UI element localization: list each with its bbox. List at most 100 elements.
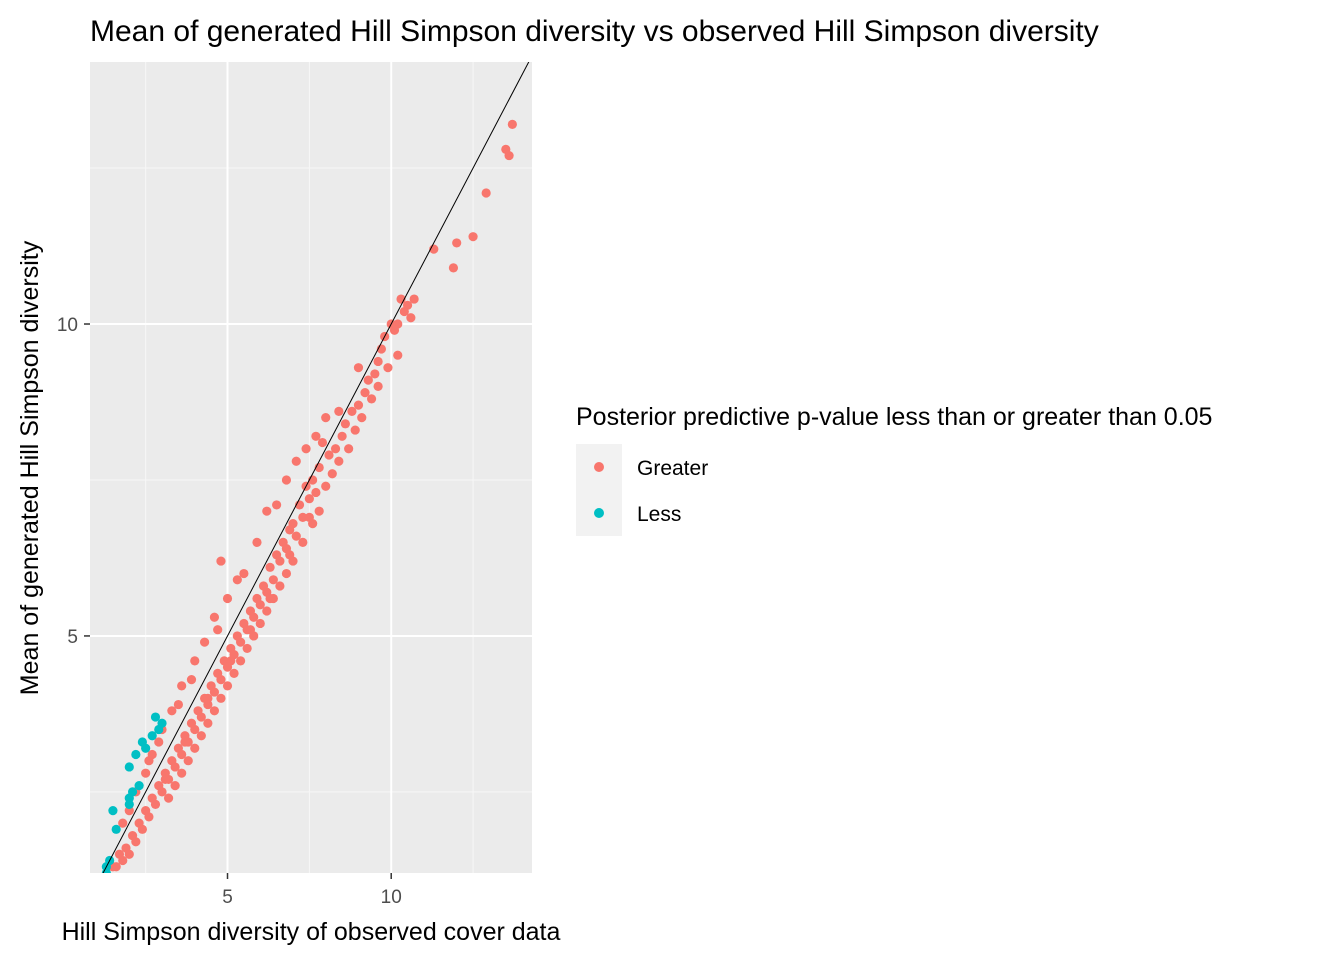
data-point-greater xyxy=(213,625,223,635)
data-point-greater xyxy=(167,706,177,716)
data-point-greater xyxy=(180,737,190,747)
data-point-greater xyxy=(353,400,364,410)
data-point-greater xyxy=(173,699,183,710)
data-point-greater xyxy=(177,681,187,691)
data-point-greater xyxy=(301,444,311,454)
data-point-greater xyxy=(366,394,377,404)
data-point-greater xyxy=(265,593,275,604)
data-point-greater xyxy=(344,444,354,454)
data-point-greater xyxy=(353,363,364,373)
data-point-greater xyxy=(118,855,128,866)
data-point-greater xyxy=(383,363,393,373)
data-point-greater xyxy=(406,313,416,323)
legend: Posterior predictive p-value less than o… xyxy=(576,403,1212,536)
data-point-greater xyxy=(239,568,249,579)
data-point-greater xyxy=(265,562,275,572)
data-point-greater xyxy=(507,119,517,129)
data-point-greater xyxy=(222,593,233,604)
data-point-greater xyxy=(334,456,344,466)
data-point-greater xyxy=(304,512,314,523)
data-point-greater xyxy=(255,600,265,610)
data-point-greater xyxy=(452,238,462,248)
data-point-greater xyxy=(141,768,151,778)
data-point-greater xyxy=(324,450,334,460)
data-point-greater xyxy=(236,656,246,666)
data-point-greater xyxy=(262,506,272,516)
data-point-greater xyxy=(304,494,314,504)
data-point-less xyxy=(157,718,167,728)
data-point-greater xyxy=(317,437,328,448)
data-point-greater xyxy=(373,356,383,367)
data-point-greater xyxy=(163,793,174,803)
data-point-greater xyxy=(262,606,272,616)
data-point-greater xyxy=(203,718,213,728)
data-point-greater xyxy=(150,799,161,809)
data-point-greater xyxy=(334,406,344,416)
data-point-greater xyxy=(337,431,347,441)
data-point-greater xyxy=(298,512,308,523)
data-point-greater xyxy=(370,369,380,379)
data-point-greater xyxy=(321,412,331,423)
data-point-greater xyxy=(216,693,226,703)
data-point-greater xyxy=(357,412,367,423)
series-greater xyxy=(108,119,517,872)
data-point-greater xyxy=(504,150,514,161)
data-point-greater xyxy=(199,637,210,647)
data-point-greater xyxy=(330,444,341,454)
data-point-greater xyxy=(481,188,491,198)
data-point-greater xyxy=(291,531,301,541)
data-point-greater xyxy=(298,537,308,547)
data-point-greater xyxy=(275,556,285,566)
data-point-greater xyxy=(229,668,239,678)
y-tick-label: 5 xyxy=(67,627,78,648)
data-point-greater xyxy=(347,406,357,416)
chart-title: Mean of generated Hill Simpson diversity… xyxy=(90,15,1099,48)
data-point-greater xyxy=(222,681,233,691)
data-point-less xyxy=(127,787,138,797)
data-point-less xyxy=(150,712,161,722)
data-point-greater xyxy=(321,481,331,491)
data-point-greater xyxy=(209,612,220,622)
data-point-greater xyxy=(373,381,383,391)
data-point-greater xyxy=(236,637,246,647)
data-point-greater xyxy=(124,849,134,859)
legend-marker-greater xyxy=(594,462,604,472)
major-gridlines xyxy=(90,62,532,873)
legend-marker-less xyxy=(594,508,604,518)
data-point-greater xyxy=(226,656,236,666)
data-point-less xyxy=(147,731,157,741)
data-point-greater xyxy=(311,431,321,441)
data-point-greater xyxy=(291,456,301,466)
data-point-greater xyxy=(183,756,193,766)
data-point-greater xyxy=(160,774,170,785)
data-point-greater xyxy=(268,575,278,585)
data-point-less xyxy=(131,749,141,760)
data-point-greater xyxy=(327,469,337,479)
data-point-greater xyxy=(209,687,220,697)
data-point-greater xyxy=(275,581,285,591)
data-point-greater xyxy=(131,837,141,847)
data-point-greater xyxy=(281,568,292,579)
data-points xyxy=(101,119,517,884)
data-point-greater xyxy=(216,675,226,685)
data-point-less xyxy=(102,875,111,884)
data-point-greater xyxy=(190,743,200,753)
data-point-greater xyxy=(232,575,242,585)
data-point-greater xyxy=(118,818,128,828)
data-point-greater xyxy=(209,706,220,716)
data-point-greater xyxy=(281,475,292,485)
data-point-greater xyxy=(393,350,403,360)
data-point-greater xyxy=(399,306,409,317)
data-point-greater xyxy=(340,419,350,429)
data-point-greater xyxy=(196,731,206,741)
data-point-less xyxy=(137,737,147,747)
data-point-less xyxy=(124,762,134,772)
data-point-greater xyxy=(311,487,321,498)
x-axis-title: Hill Simpson diversity of observed cover… xyxy=(62,918,561,946)
data-point-greater xyxy=(216,556,226,566)
data-point-greater xyxy=(196,712,206,722)
data-point-greater xyxy=(245,625,256,635)
data-point-greater xyxy=(170,762,180,772)
data-point-greater xyxy=(242,643,252,654)
data-point-greater xyxy=(203,693,213,703)
